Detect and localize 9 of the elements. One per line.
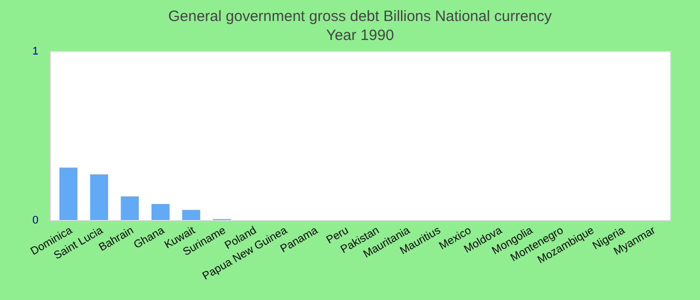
- bar: [59, 168, 78, 220]
- bar: [90, 174, 108, 220]
- bar: [120, 196, 139, 220]
- chart-title: General government gross debt Billions National currency: [168, 8, 552, 25]
- bar: [182, 210, 200, 220]
- bar: [151, 204, 170, 220]
- y-tick-label: 1: [32, 46, 38, 58]
- chart-subtitle: Year 1990: [326, 27, 394, 44]
- y-tick-label: 0: [32, 214, 38, 226]
